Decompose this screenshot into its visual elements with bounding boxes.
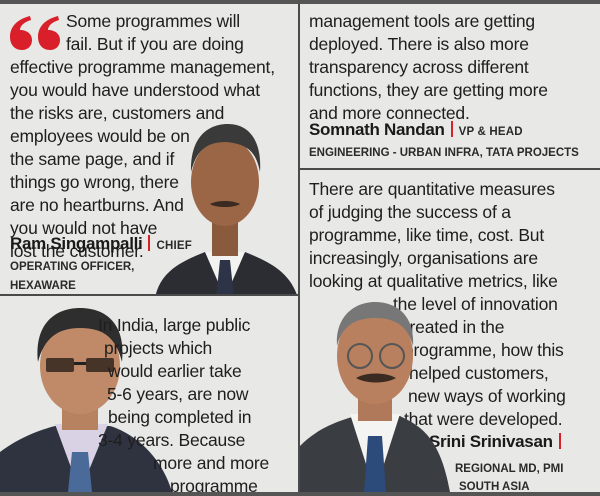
- quote-line: of judging the success of a: [309, 202, 511, 222]
- quote-line: you would not have: [10, 218, 158, 238]
- portrait-ram-singampalli: [156, 124, 297, 294]
- quote-line: There are quantitative measures: [309, 179, 555, 199]
- quote-line: would earlier take: [108, 361, 242, 381]
- quote-line: effective programme management,: [10, 57, 275, 77]
- red-divider-bar: [558, 433, 561, 449]
- quote-text-somnath-continued: management tools are getting deployed. T…: [309, 10, 548, 125]
- quote-line: that were developed.: [404, 409, 563, 429]
- quote-line: the risks are, customers and: [10, 103, 225, 123]
- quote-panel-somnath-continued: management tools are getting deployed. T…: [300, 4, 600, 168]
- quote-line: employees would be on: [10, 126, 190, 146]
- person-company: HEXAWARE: [10, 280, 76, 292]
- column-divider: [298, 4, 300, 496]
- attribution-ram: Ram Singampalli CHIEF OPERATING OFFICER, …: [10, 234, 192, 294]
- quote-line: 3-4 years. Because: [98, 430, 246, 450]
- quote-panel-srini: There are quantitative measures of judgi…: [300, 170, 600, 492]
- quote-line: projects which: [104, 338, 213, 358]
- person-company: ENGINEERING - URBAN INFRA, TATA PROJECTS: [309, 147, 579, 159]
- quote-panel-somnath: In India, large public projects which wo…: [0, 296, 298, 492]
- person-name: Somnath Nandan: [309, 120, 445, 139]
- quote-line: looking at qualitative metrics, like: [309, 271, 558, 291]
- quote-line: the level of innovation: [393, 294, 558, 314]
- quote-line: new ways of working: [408, 386, 566, 406]
- red-divider-bar: [450, 121, 453, 137]
- quote-text-somnath: In India, large public projects which wo…: [98, 314, 269, 492]
- portrait-somnath-nandan: [0, 308, 172, 492]
- quote-line: things go wrong, there: [10, 172, 179, 192]
- quote-line: are no heartburns. And: [10, 195, 184, 215]
- attribution-somnath: Somnath Nandan VP & HEAD ENGINEERING - UR…: [309, 120, 579, 164]
- red-divider-bar: [148, 235, 151, 251]
- quote-line: helped customers,: [409, 363, 549, 383]
- bottom-rule: [0, 492, 600, 496]
- top-rule: [0, 0, 600, 4]
- quote-line: programme, like time, cost. But: [309, 225, 544, 245]
- quote-line: programme: [170, 476, 258, 492]
- quote-mark-icon: [10, 16, 60, 50]
- quote-text-srini: There are quantitative measures of judgi…: [309, 178, 566, 431]
- quote-line: programme, how this: [404, 340, 564, 360]
- quote-line: 5-6 years, are now: [107, 384, 249, 404]
- row-divider-left: [0, 294, 298, 296]
- quote-line: and more connected.: [309, 103, 470, 123]
- quote-line: more and more: [153, 453, 270, 473]
- person-name: Srini Srinivasan: [429, 432, 553, 451]
- quote-panel-ram: Some programmes will fail. But if you ar…: [0, 4, 298, 294]
- quote-line: management tools are getting: [309, 11, 535, 31]
- person-role: VP & HEAD: [458, 126, 523, 138]
- row-divider-right: [300, 168, 600, 170]
- quote-line: deployed. There is also more: [309, 34, 529, 54]
- person-role: REGIONAL MD, PMI: [455, 463, 564, 475]
- quote-line: transparency across different: [309, 57, 529, 77]
- quote-line: fail. But if you are doing: [66, 34, 244, 54]
- quote-line: Some programmes will: [66, 11, 240, 31]
- quote-text-ram: Some programmes will fail. But if you ar…: [10, 10, 275, 263]
- person-name: Ram Singampalli: [10, 234, 143, 253]
- quote-line: you would have understood what: [10, 80, 260, 100]
- quote-line: being completed in: [108, 407, 252, 427]
- quote-line: functions, they are getting more: [309, 80, 548, 100]
- person-company: SOUTH ASIA: [459, 481, 530, 492]
- portrait-srini-srinivasan: [300, 302, 450, 492]
- quote-line: the same page, and if: [10, 149, 175, 169]
- quote-line: In India, large public: [98, 315, 251, 335]
- attribution-srini: Srini Srinivasan: [429, 432, 567, 453]
- quote-line: lost the customer.: [10, 241, 144, 261]
- quote-line: increasingly, organisations are: [309, 248, 538, 268]
- person-role: CHIEF: [156, 240, 192, 252]
- person-role: OPERATING OFFICER,: [10, 261, 135, 273]
- quote-line: created in the: [401, 317, 505, 337]
